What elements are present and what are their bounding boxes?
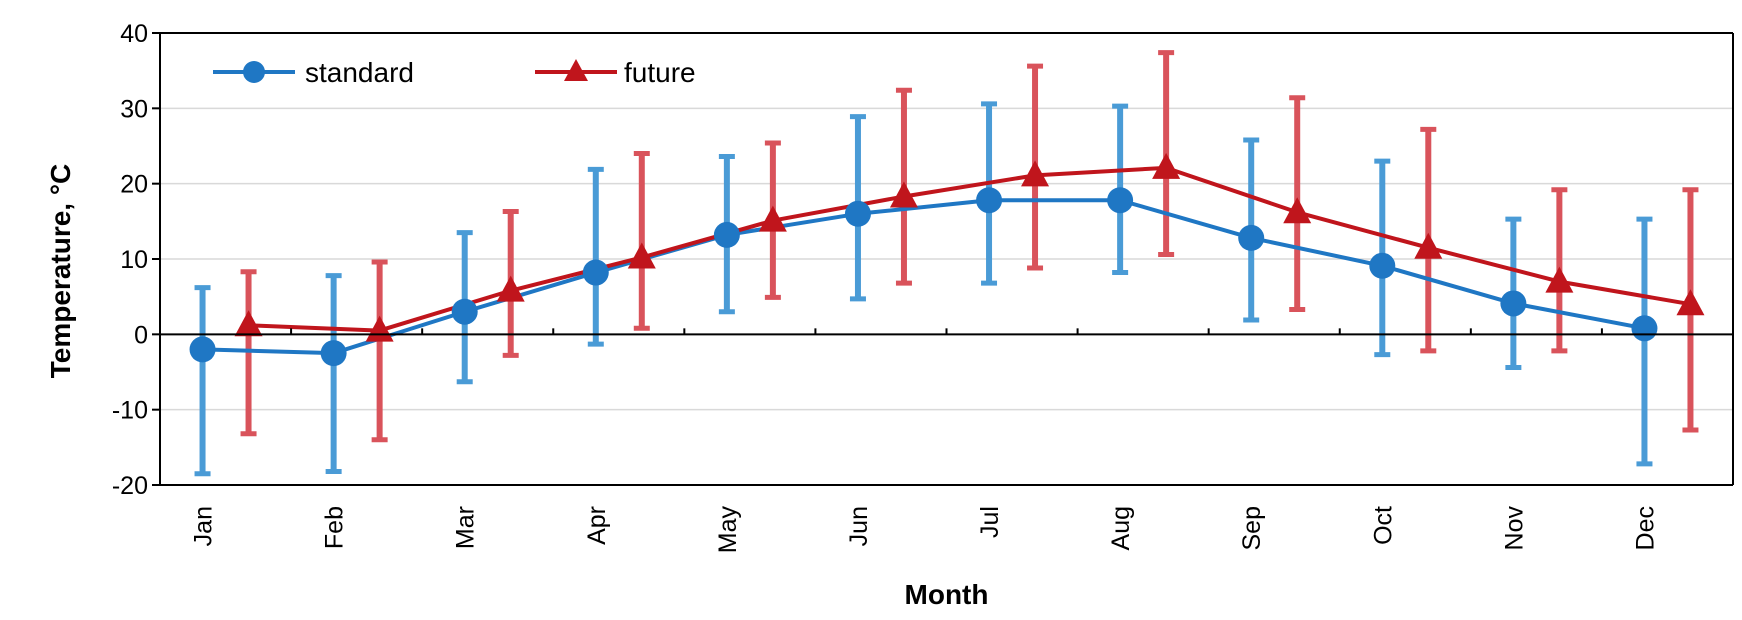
data-point-standard xyxy=(451,298,478,325)
y-tick-label: 20 xyxy=(120,171,148,199)
x-tick-label: Mar xyxy=(452,506,480,549)
axes: -20 -10 0 10 20 30 40 Jan Feb Mar Apr May Jun Jul Aug S… xyxy=(112,20,1734,554)
x-tick-label: Feb xyxy=(321,506,349,549)
data-point-standard xyxy=(976,187,1003,214)
x-tick-label: Nov xyxy=(1500,506,1528,551)
x-tick-label: Oct xyxy=(1369,506,1397,545)
data-point-future xyxy=(758,205,787,232)
data-point-future xyxy=(496,275,525,302)
legend-marker-standard xyxy=(243,61,265,83)
data-point-standard xyxy=(1107,187,1134,214)
x-tick-label: Jan xyxy=(190,506,218,546)
y-tick-label: 10 xyxy=(120,246,148,274)
x-tick-label: Apr xyxy=(583,506,611,545)
error-bars xyxy=(194,50,1699,477)
y-axis-title: Temperature, °C xyxy=(45,164,76,379)
data-point-future xyxy=(889,181,918,208)
series-line-future xyxy=(248,165,1691,333)
x-tick-label: Jul xyxy=(976,506,1004,538)
legend-marker-future xyxy=(564,59,588,81)
data-point-future xyxy=(627,242,656,269)
y-tick-label: 0 xyxy=(134,321,148,349)
data-point-standard xyxy=(582,259,609,286)
data-point-standard xyxy=(189,336,216,363)
data-point-future xyxy=(234,310,263,337)
series-markers xyxy=(189,152,1705,367)
y-tick-label: 30 xyxy=(120,95,148,123)
legend-label-standard: standard xyxy=(305,57,414,88)
series-line-standard xyxy=(202,198,1645,356)
data-point-standard xyxy=(713,221,740,248)
x-tick-label: Jun xyxy=(845,506,873,546)
y-tick-label: 40 xyxy=(120,20,148,48)
data-point-future xyxy=(1152,152,1181,179)
data-point-future xyxy=(1545,266,1574,293)
y-tick-label: -10 xyxy=(112,397,148,425)
data-point-standard xyxy=(1369,252,1396,279)
data-point-standard xyxy=(320,340,347,367)
x-tick-label: Dec xyxy=(1631,506,1659,550)
data-point-standard xyxy=(1500,290,1527,317)
gridlines xyxy=(160,32,1733,411)
x-tick-label: Aug xyxy=(1107,506,1135,550)
data-point-future xyxy=(1414,232,1443,259)
data-point-future xyxy=(1283,197,1312,224)
legend: standard future xyxy=(213,57,696,88)
data-point-future xyxy=(1676,289,1705,316)
x-axis-title: Month xyxy=(905,579,989,610)
data-point-future xyxy=(1021,160,1050,187)
x-tick-label: May xyxy=(714,506,742,554)
x-tick-label: Sep xyxy=(1238,506,1266,550)
data-point-standard xyxy=(1238,224,1265,251)
data-point-standard xyxy=(1631,315,1658,342)
data-point-standard xyxy=(844,200,871,227)
legend-label-future: future xyxy=(624,57,696,88)
y-tick-label: -20 xyxy=(112,472,148,500)
series-lines xyxy=(202,165,1691,356)
